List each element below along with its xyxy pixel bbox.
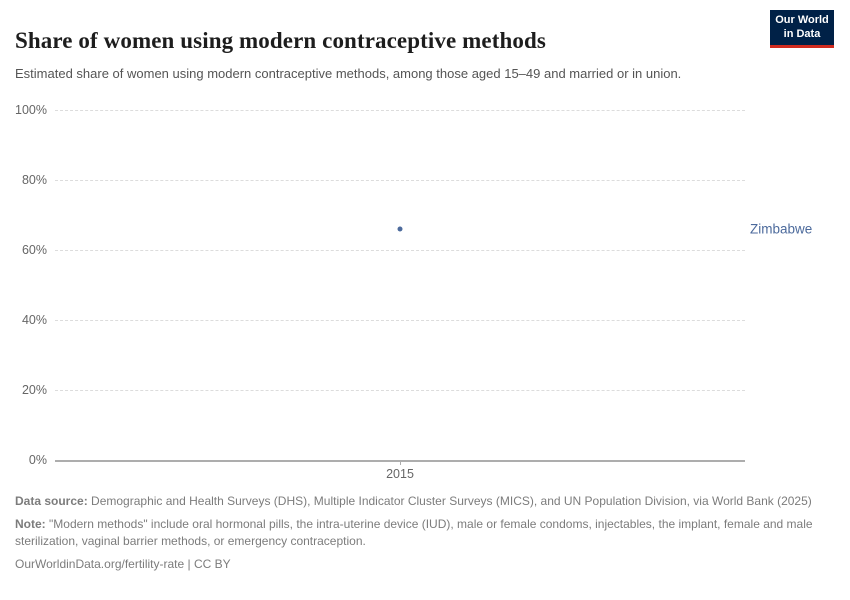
y-axis-tick-label: 80% [21, 173, 47, 187]
plot-area: 100% 80% 60% 40% 20% 0% 2015 Zimbabwe [15, 103, 812, 481]
x-axis-tick [400, 460, 401, 465]
gridline [55, 180, 745, 181]
chart-footer: Data source: Demographic and Health Surv… [15, 493, 815, 573]
data-point[interactable] [397, 226, 403, 232]
footer-license-url[interactable]: OurWorldinData.org/fertility-rate [15, 557, 185, 572]
footer-note: Note: "Modern methods" include oral horm… [15, 516, 815, 550]
chart-subtitle: Estimated share of women using modern co… [15, 66, 682, 81]
gridline [55, 390, 745, 391]
footer-note-text: "Modern methods" include oral hormonal p… [15, 517, 813, 549]
footer-data-source-text: Demographic and Health Surveys (DHS), Mu… [91, 494, 812, 508]
footer-note-label: Note: [15, 517, 46, 532]
y-axis-tick-label: 100% [15, 103, 47, 117]
entity-label[interactable]: Zimbabwe [750, 221, 813, 237]
owid-logo[interactable]: Our World in Data [770, 10, 834, 48]
y-axis-tick-label: 0% [28, 453, 47, 467]
y-axis-tick-label: 20% [21, 383, 47, 397]
footer-license-line: OurWorldinData.org/fertility-rate | CC B… [15, 556, 815, 573]
y-axis-tick-label: 40% [21, 313, 47, 327]
footer-license-suffix: | CC BY [184, 557, 231, 572]
owid-logo-line2: in Data [783, 27, 821, 40]
gridline [55, 320, 745, 321]
gridline [55, 250, 745, 251]
gridline [55, 110, 745, 111]
owid-logo-line1: Our World [775, 14, 829, 27]
footer-data-source: Data source: Demographic and Health Surv… [15, 493, 815, 510]
y-axis-tick-label: 60% [21, 243, 47, 257]
chart-title: Share of women using modern contraceptiv… [15, 28, 546, 54]
footer-data-source-label: Data source: [15, 494, 88, 508]
x-axis-tick-label: 2015 [386, 467, 414, 481]
